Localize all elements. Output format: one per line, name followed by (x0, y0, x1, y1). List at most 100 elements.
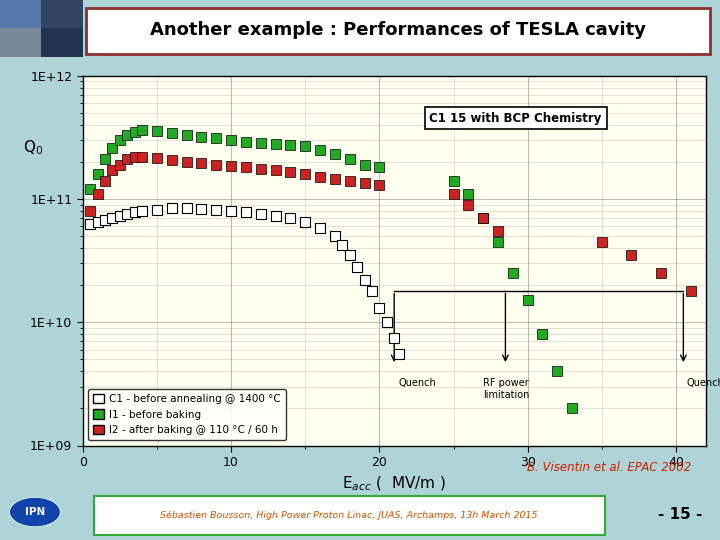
Point (107, 166, 118, 175)
Point (359, 179, 370, 187)
Point (151, 205, 163, 214)
Point (300, 218, 311, 226)
Point (567, 404, 578, 413)
Point (240, 163, 252, 172)
X-axis label: E$_{acc}$ (  MV/m ): E$_{acc}$ ( MV/m ) (342, 475, 446, 493)
Bar (0, 0, 42, 28)
Point (284, 140, 296, 149)
Text: Quench: Quench (399, 378, 436, 388)
Point (374, 304, 385, 313)
FancyBboxPatch shape (94, 496, 605, 535)
Text: C1 15 with BCP Chemistry: C1 15 with BCP Chemistry (429, 112, 602, 125)
Point (255, 210, 266, 219)
Point (329, 232, 341, 240)
Point (129, 127, 140, 136)
Point (492, 227, 504, 235)
Point (366, 286, 378, 295)
Point (84, 206, 96, 215)
Point (270, 166, 282, 175)
Point (685, 286, 696, 295)
Point (92, 170, 104, 178)
Point (122, 210, 133, 219)
Point (107, 144, 118, 152)
Point (92, 218, 104, 226)
Point (114, 212, 125, 221)
Point (196, 205, 207, 213)
Point (99, 155, 111, 164)
Point (210, 205, 222, 214)
Point (129, 208, 140, 217)
Point (136, 206, 148, 215)
Point (166, 129, 178, 138)
Point (492, 238, 504, 246)
Point (225, 161, 237, 170)
Point (114, 136, 125, 144)
FancyBboxPatch shape (86, 8, 710, 54)
Point (522, 296, 534, 305)
Point (448, 190, 459, 198)
Point (129, 152, 140, 161)
Point (536, 330, 548, 339)
Point (255, 165, 266, 173)
Point (374, 163, 385, 172)
Point (381, 318, 392, 327)
Point (84, 220, 96, 229)
Text: - 15 -: - 15 - (658, 507, 703, 522)
Text: Quench: Quench (686, 378, 720, 388)
Point (181, 131, 192, 139)
Bar (42, 28, 83, 57)
Point (240, 208, 252, 217)
Point (344, 177, 356, 185)
Text: Sébastien Bousson, High Power Proton Linac, JUAS, Archamps, 13h March 2015: Sébastien Bousson, High Power Proton Lin… (161, 510, 538, 520)
Circle shape (9, 497, 60, 526)
Point (151, 153, 163, 162)
Point (626, 251, 637, 259)
Point (315, 224, 326, 232)
Point (166, 156, 178, 165)
Text: Another example : Performances of TESLA cavity: Another example : Performances of TESLA … (150, 21, 646, 39)
Point (315, 145, 326, 154)
Point (210, 134, 222, 143)
Point (389, 333, 400, 342)
Text: IPN: IPN (24, 507, 45, 517)
Point (344, 251, 356, 259)
Point (507, 269, 518, 278)
Point (359, 160, 370, 169)
Point (477, 214, 489, 222)
Point (99, 215, 111, 224)
Point (315, 173, 326, 181)
Point (344, 155, 356, 164)
Point (122, 155, 133, 164)
Point (181, 158, 192, 166)
Point (240, 138, 252, 146)
Point (136, 126, 148, 134)
Point (596, 238, 608, 246)
Text: RF power
limitation: RF power limitation (483, 379, 529, 400)
Point (655, 269, 667, 278)
Point (329, 150, 341, 159)
Point (477, 214, 489, 222)
Legend: C1 - before annealing @ 1400 °C, I1 - before baking, I2 - after baking @ 110 °C : C1 - before annealing @ 1400 °C, I1 - be… (88, 389, 286, 440)
Point (122, 131, 133, 139)
Bar (0, 28, 42, 57)
Point (210, 160, 222, 169)
Point (359, 275, 370, 284)
Point (151, 127, 163, 136)
Point (300, 141, 311, 150)
Point (284, 214, 296, 222)
Point (448, 177, 459, 185)
Point (196, 159, 207, 167)
Point (255, 138, 266, 147)
Point (166, 204, 178, 213)
Point (136, 152, 148, 161)
Point (270, 212, 282, 221)
Point (336, 241, 348, 249)
Point (462, 190, 474, 198)
Point (374, 180, 385, 189)
Text: B. Visentin et al. EPAC 2002: B. Visentin et al. EPAC 2002 (527, 461, 691, 474)
Point (99, 177, 111, 185)
Point (92, 190, 104, 198)
Point (351, 263, 363, 272)
Y-axis label: Q$_0$: Q$_0$ (23, 138, 43, 157)
Point (284, 168, 296, 177)
